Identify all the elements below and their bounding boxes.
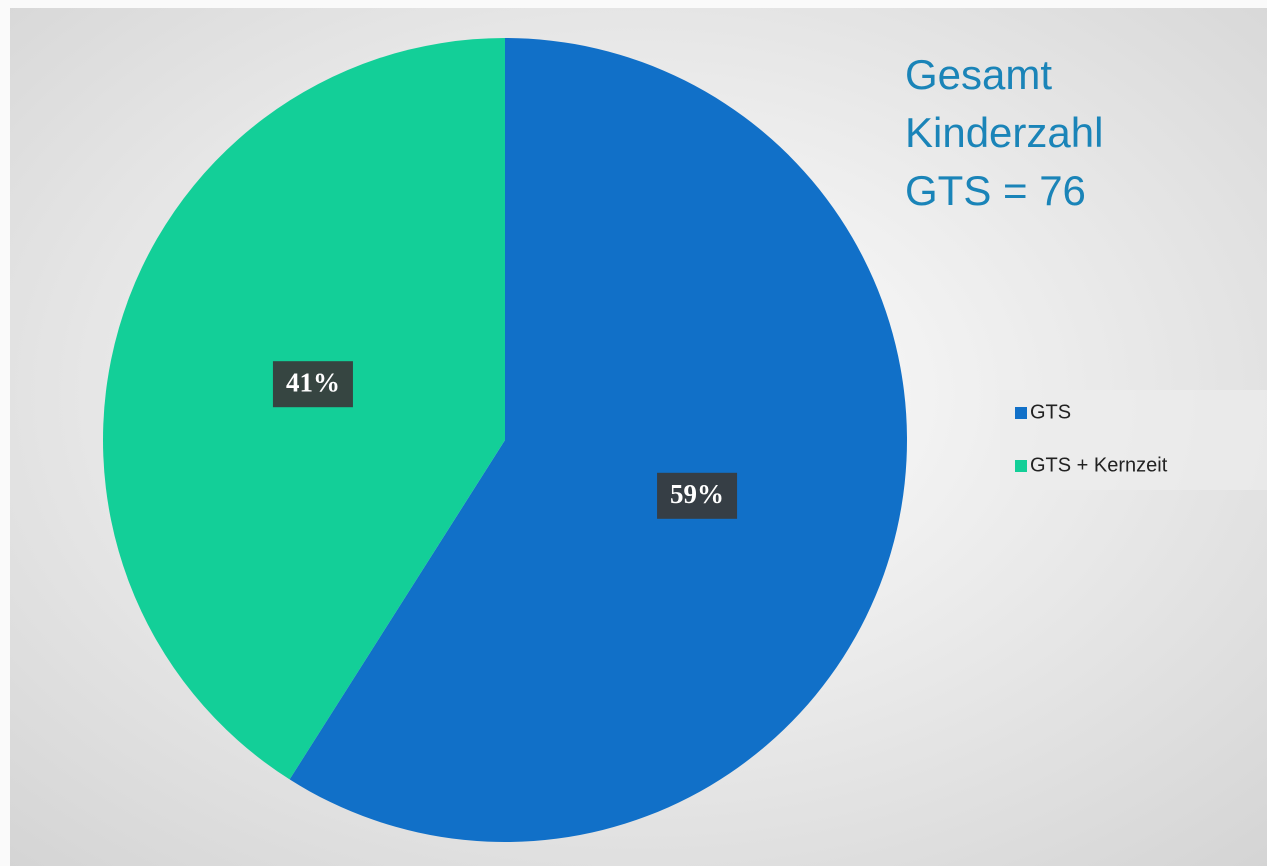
- legend-swatch: [1015, 407, 1027, 419]
- data-label: 41%: [286, 367, 340, 397]
- legend-swatch: [1015, 460, 1027, 472]
- pie-slice: [103, 38, 506, 780]
- pie-slice: [289, 38, 908, 842]
- legend-label: GTS + Kernzeit: [1030, 454, 1168, 476]
- data-label-box: [657, 472, 738, 519]
- data-label: 59%: [670, 479, 724, 509]
- chart-title: GTS = 76: [905, 167, 1086, 214]
- legend-background: [1000, 390, 1267, 490]
- chart-title: Gesamt: [905, 51, 1052, 98]
- data-label-box: [272, 361, 353, 408]
- legend-label: GTS: [1030, 401, 1071, 423]
- chart-title: Kinderzahl: [905, 109, 1103, 156]
